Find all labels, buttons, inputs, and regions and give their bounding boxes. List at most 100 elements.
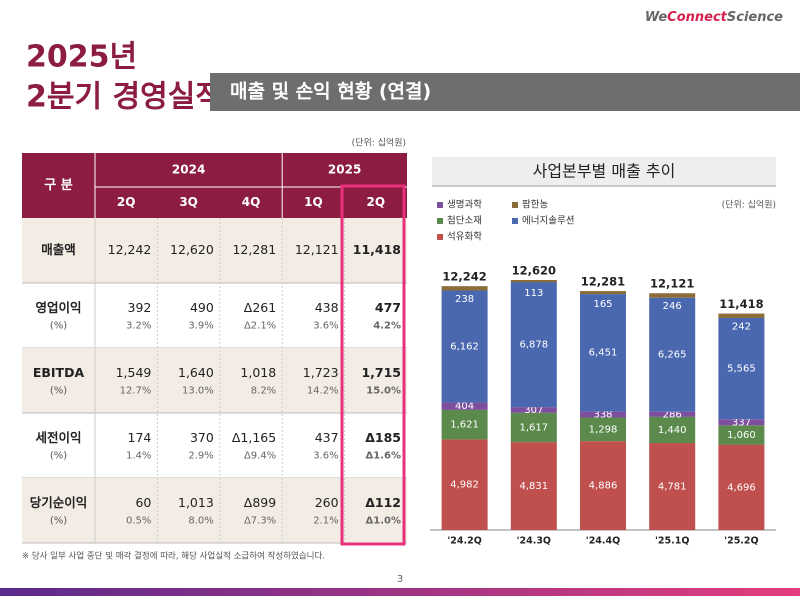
cell-value: 437 (315, 430, 339, 445)
cell-ratio: 4.2% (373, 321, 401, 332)
header-quarter: 3Q (179, 195, 198, 209)
cell-value: Δ185 (365, 430, 401, 445)
bar-segment (718, 313, 765, 318)
cell-ratio: Δ1.0% (366, 516, 401, 527)
cell-ratio: 14.2% (307, 386, 339, 397)
cell-value: 12,281 (232, 242, 276, 257)
cell-value: 370 (190, 430, 214, 445)
cell-value: 11,418 (353, 242, 401, 257)
x-tick-label: '25.2Q (724, 536, 758, 547)
row-band (22, 348, 407, 413)
cell-value: 1,715 (361, 365, 401, 380)
bar-segment (649, 443, 696, 530)
bar-segment (718, 444, 765, 530)
cell-value: 1,723 (303, 365, 339, 380)
segment-label: 6,162 (450, 342, 479, 353)
cell-ratio: Δ9.4% (244, 451, 276, 462)
cell-ratio: 1.4% (126, 451, 151, 462)
chart-unit: (단위: 십억원) (722, 199, 776, 211)
title-line: 2분기 경영실적 (26, 80, 223, 115)
header-quarter: 4Q (242, 195, 261, 209)
total-label: 12,121 (650, 277, 694, 291)
title-line: 2025년 (26, 40, 137, 75)
segment-label: 1,440 (658, 425, 687, 436)
segment-label: 338 (593, 409, 612, 420)
total-label: 11,418 (719, 297, 763, 311)
segment-label: 1,298 (589, 424, 618, 435)
highlight-box (340, 184, 406, 546)
total-label: 12,242 (442, 270, 486, 284)
bar-segment (580, 441, 626, 530)
bar-segment (510, 407, 557, 413)
bottom-bar (0, 588, 800, 596)
header-quarter: 2Q (117, 195, 136, 209)
bar-segment (649, 416, 696, 444)
segment-label: 1,621 (450, 420, 479, 431)
header-corner: 구 분 (44, 178, 72, 193)
legend-label: 생명과학 (447, 200, 482, 211)
segment-label: 4,982 (450, 480, 479, 491)
segment-label: 1,617 (519, 422, 548, 433)
x-tick-label: '24.4Q (586, 536, 620, 547)
legend-label: 첨단소재 (447, 216, 482, 227)
segment-label: 6,451 (589, 348, 618, 359)
cell-ratio: 3.9% (188, 321, 213, 332)
total-label: 12,281 (581, 275, 625, 289)
bar-segment (441, 409, 488, 440)
bar-segment (510, 280, 557, 283)
bar-segment (718, 419, 765, 426)
cell-ratio: 0.5% (126, 516, 151, 527)
bar-segment (441, 402, 488, 410)
cell-value: 1,640 (178, 365, 214, 380)
bar-segment (441, 439, 488, 530)
legend-swatch (437, 218, 443, 224)
cell-value: 1,013 (178, 495, 214, 510)
legend-swatch (512, 218, 518, 224)
bar-segment (510, 412, 557, 443)
cell-value: 60 (135, 495, 151, 510)
segment-label: 4,696 (727, 482, 756, 493)
cell-value: Δ1,165 (232, 430, 276, 445)
row-label: 매출액 (41, 242, 76, 257)
segment-label: 4,831 (519, 481, 548, 492)
cell-ratio: Δ7.3% (244, 516, 276, 527)
cell-value: 1,018 (240, 365, 276, 380)
section-bar (210, 73, 800, 111)
segment-label: 5,565 (727, 364, 756, 375)
header-quarter: 1Q (304, 195, 323, 209)
cell-ratio: 2.1% (313, 516, 338, 527)
cell-ratio: 3.2% (126, 321, 151, 332)
legend-swatch (437, 234, 443, 240)
bar-segment (510, 282, 557, 408)
cell-ratio: 8.0% (188, 516, 213, 527)
segment-label: 238 (455, 294, 474, 305)
x-tick-label: '24.3Q (517, 536, 551, 547)
total-label: 12,620 (512, 264, 556, 278)
footnote: ※ 당사 일부 사업 중단 및 매각 결정에 따라, 해당 사업실적 소급하여 … (22, 551, 325, 562)
row-sublabel: (%) (50, 386, 67, 397)
cell-value: 12,620 (170, 242, 214, 257)
cell-value: 260 (315, 495, 339, 510)
segment-label: 6,265 (658, 350, 687, 361)
logo-part: We (645, 10, 668, 25)
cell-ratio: 3.6% (313, 451, 338, 462)
row-label: 당기순이익 (30, 495, 88, 510)
legend-swatch (437, 202, 443, 208)
header-year: 2025 (328, 163, 361, 177)
cell-value: 477 (375, 300, 401, 315)
cell-value: 438 (315, 300, 339, 315)
segment-label: 246 (663, 301, 682, 312)
chart-title: 사업본부별 매출 추이 (533, 162, 676, 181)
page-number: 3 (397, 574, 403, 585)
cell-value: 1,549 (116, 365, 152, 380)
row-band (22, 218, 407, 283)
section-title: 매출 및 손익 현황 (연결) (230, 80, 431, 103)
row-sublabel: (%) (50, 516, 67, 527)
cell-value: Δ899 (244, 495, 276, 510)
cell-ratio: Δ2.1% (244, 321, 276, 332)
header-quarter: 2Q (367, 195, 386, 209)
cell-ratio: 2.9% (188, 451, 213, 462)
cell-ratio: 13.0% (182, 386, 214, 397)
